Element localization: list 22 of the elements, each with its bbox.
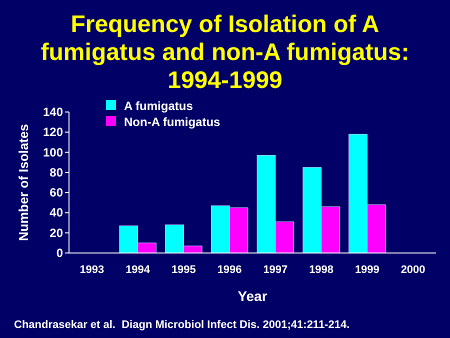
legend-label: A fumigatus — [124, 99, 194, 113]
legend-label: Non-A fumigatus — [124, 115, 221, 129]
x-tick-label: 1995 — [171, 264, 196, 276]
x-tick-label: 1999 — [354, 264, 380, 276]
y-tick-label: 40 — [50, 206, 64, 220]
x-tick-label: 1998 — [309, 264, 334, 276]
text: Chandrasekar et al. Diagn Microbiol Infect Dis. 2001;41:211-214. — [14, 319, 350, 331]
x-tick-label: 1997 — [263, 264, 288, 276]
x-tick-label: 1994 — [126, 264, 151, 276]
y-tick-label: 120 — [42, 125, 64, 140]
y-tick-label: 60 — [50, 186, 64, 200]
y-tick-label: 20 — [50, 226, 64, 240]
y-tick-label: 140 — [42, 105, 64, 119]
x-tick-label: 2000 — [400, 264, 426, 276]
y-tick-label: 80 — [50, 165, 64, 180]
x-axis-title: Year — [238, 288, 268, 304]
x-tick-label: 1996 — [217, 264, 242, 276]
y-axis-title: Number of Isolates — [16, 124, 31, 242]
y-tick-label: 100 — [42, 145, 64, 160]
x-tick-label: 1993 — [80, 264, 104, 276]
y-tick-label: 0 — [56, 246, 64, 260]
chart-title: Frequency of Isolation of A fumigatus and non-A fumigatus: 1994-1999 — [40, 11, 410, 94]
